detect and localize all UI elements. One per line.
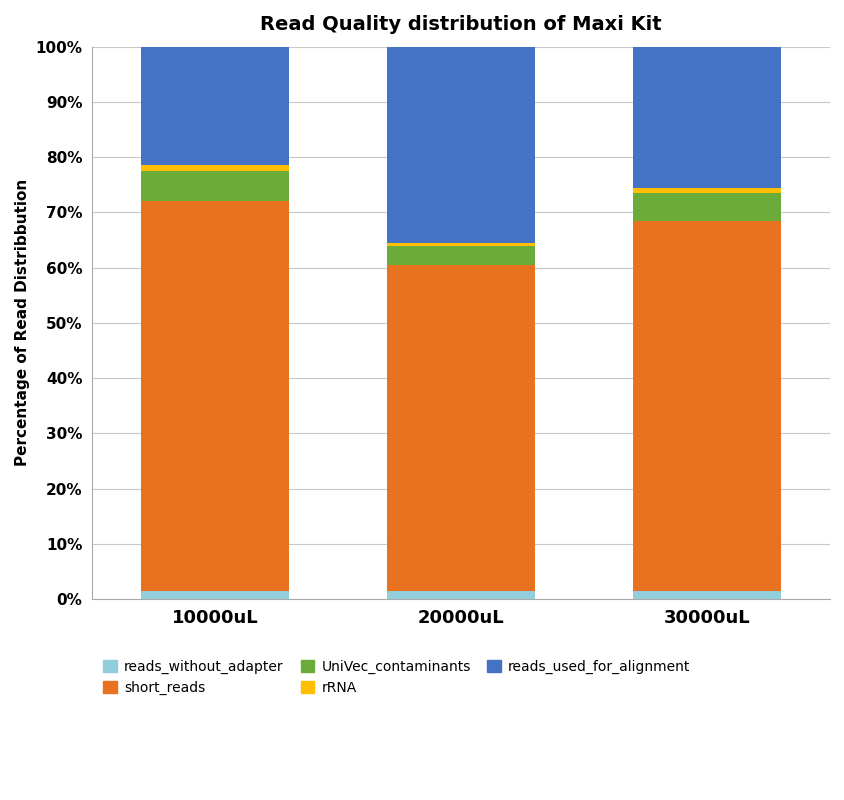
Bar (387, 590, 534, 599)
Bar (387, 242, 534, 246)
Y-axis label: Percentage of Read Distribbution: Percentage of Read Distribbution (15, 179, 30, 466)
Bar (387, 246, 534, 265)
Bar (141, 202, 289, 590)
Bar (141, 171, 289, 202)
Title: Read Quality distribution of Maxi Kit: Read Quality distribution of Maxi Kit (260, 15, 661, 34)
Bar (387, 46, 534, 242)
Bar (141, 166, 289, 171)
Bar (387, 265, 534, 590)
Bar (632, 193, 780, 221)
Bar (632, 221, 780, 590)
Bar (632, 590, 780, 599)
Bar (632, 187, 780, 193)
Legend: reads_without_adapter, short_reads, UniVec_contaminants, rRNA, reads_used_for_al: reads_without_adapter, short_reads, UniV… (99, 656, 694, 699)
Bar (141, 46, 289, 166)
Bar (632, 46, 780, 187)
Bar (141, 590, 289, 599)
